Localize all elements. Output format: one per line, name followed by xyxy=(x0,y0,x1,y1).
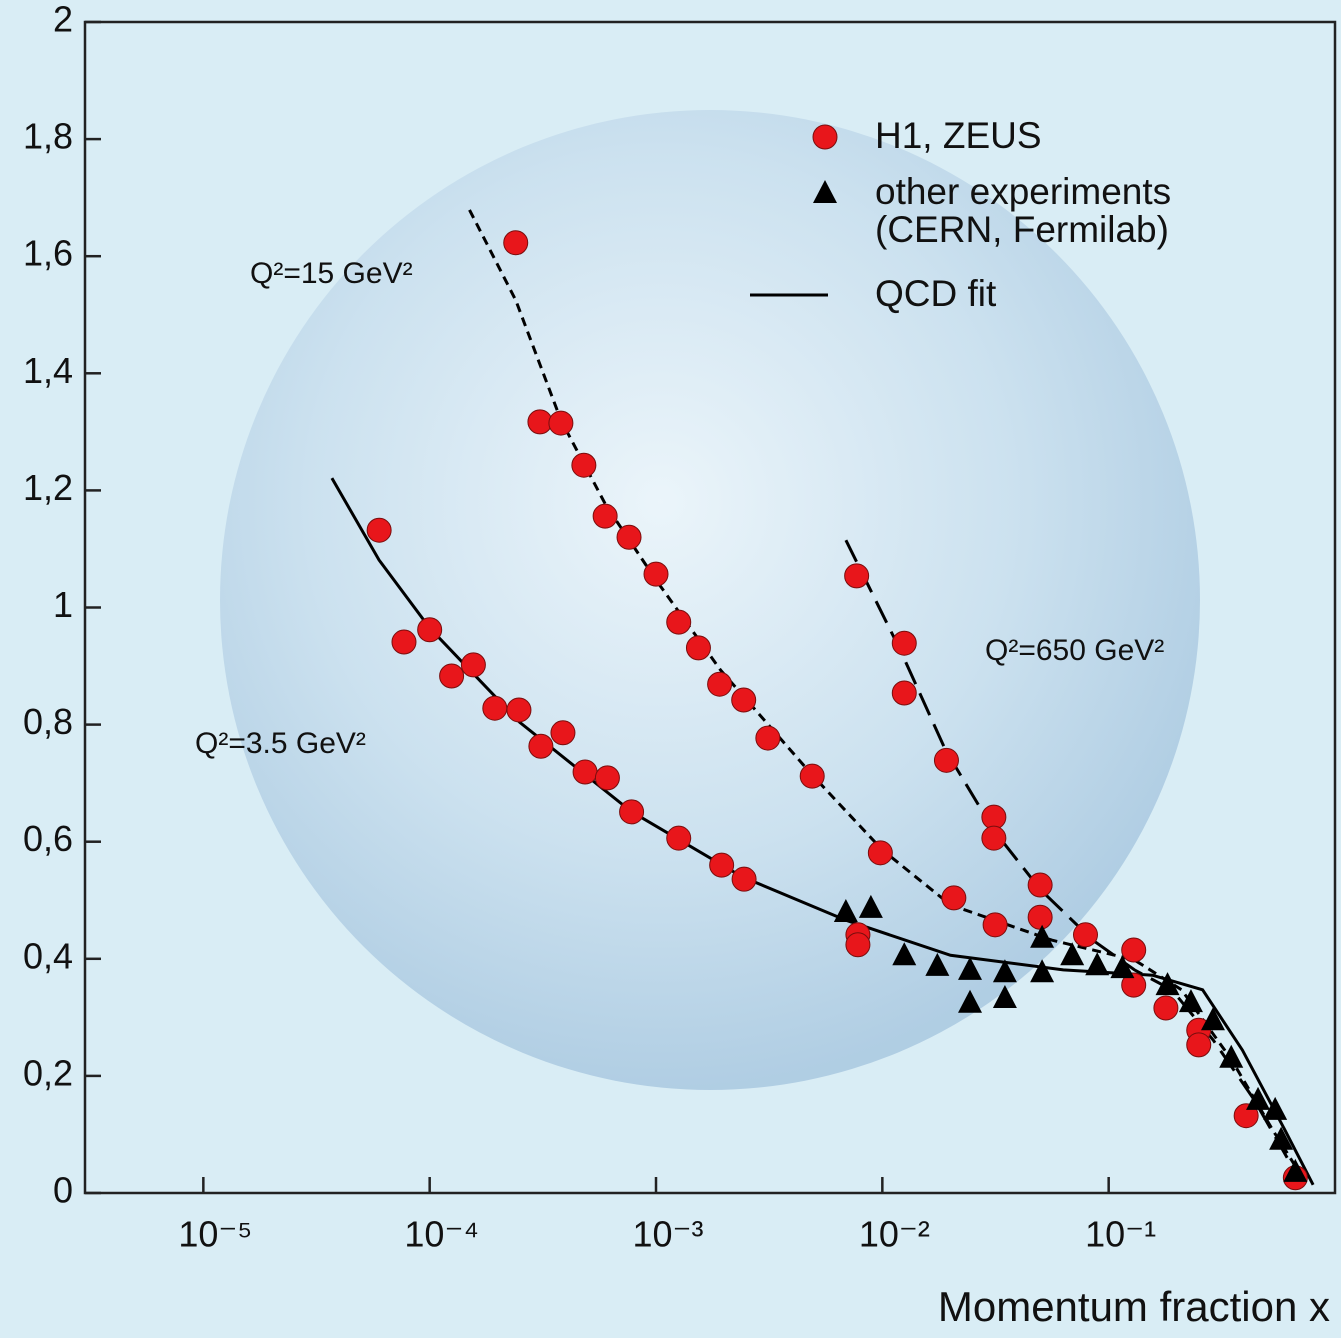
background-blob xyxy=(220,110,1200,1090)
y-tick-label: 1,6 xyxy=(23,233,73,274)
data-point xyxy=(1027,904,1053,930)
data-point xyxy=(731,866,757,892)
data-triangle xyxy=(858,894,883,918)
data-triangle xyxy=(1030,924,1055,948)
data-point xyxy=(548,410,574,436)
curve-annotation: Q²=15 GeV² xyxy=(250,257,413,290)
data-point xyxy=(981,825,1007,851)
data-point xyxy=(1072,922,1098,948)
y-tick-label: 1,4 xyxy=(23,350,73,391)
data-point xyxy=(755,725,781,751)
data-triangle xyxy=(1269,1126,1294,1150)
data-point xyxy=(867,840,893,866)
data-triangle xyxy=(992,959,1017,983)
data-point xyxy=(1027,872,1053,898)
data-point xyxy=(366,517,392,543)
data-point xyxy=(550,720,576,746)
data-triangle xyxy=(958,989,983,1013)
x-tick-label: 10⁻³ xyxy=(632,1214,703,1255)
data-point xyxy=(439,663,465,689)
legend-label: H1, ZEUS xyxy=(875,115,1042,156)
data-point xyxy=(666,609,692,635)
data-triangle xyxy=(925,952,950,976)
x-tick-label: 10⁻¹ xyxy=(1085,1214,1156,1255)
data-triangle xyxy=(1219,1044,1244,1068)
y-tick-label: 0,4 xyxy=(23,935,73,976)
data-triangle xyxy=(1283,1158,1308,1182)
x-tick-label: 10⁻² xyxy=(859,1214,930,1255)
data-point xyxy=(844,563,870,589)
data-point xyxy=(845,932,871,958)
x-axis-title: Momentum fraction x xyxy=(938,1283,1330,1330)
legend-label: other experiments (CERN, Fermilab) xyxy=(875,171,1172,250)
data-point xyxy=(666,825,692,851)
data-point xyxy=(460,652,486,678)
data-point xyxy=(1186,1032,1212,1058)
data-point xyxy=(482,695,508,721)
data-point xyxy=(528,733,554,759)
data-point xyxy=(799,763,825,789)
data-point xyxy=(731,687,757,713)
data-point xyxy=(1121,937,1147,963)
y-tick-label: 1 xyxy=(53,584,73,625)
data-point xyxy=(709,852,735,878)
data-triangle xyxy=(958,956,983,980)
x-tick-label: 10⁻⁴ xyxy=(404,1214,479,1255)
data-point xyxy=(417,617,443,643)
data-triangle xyxy=(1178,989,1203,1013)
data-point xyxy=(391,629,417,655)
data-triangle xyxy=(833,898,858,922)
data-triangle xyxy=(992,985,1017,1009)
y-tick-label: 1,8 xyxy=(23,116,73,157)
data-triangle xyxy=(1060,942,1085,966)
data-point xyxy=(572,759,598,785)
y-tick-label: 1,2 xyxy=(23,467,73,508)
data-point xyxy=(527,409,553,435)
data-point xyxy=(891,630,917,656)
data-point xyxy=(933,747,959,773)
y-tick-label: 0,8 xyxy=(23,701,73,742)
curve-annotation: Q²=650 GeV² xyxy=(985,634,1164,667)
curve-annotation: Q²=3.5 GeV² xyxy=(195,727,366,760)
data-triangle xyxy=(1155,972,1180,996)
data-point xyxy=(1153,995,1179,1021)
data-point xyxy=(707,671,733,697)
y-tick-label: 0,6 xyxy=(23,818,73,859)
data-point xyxy=(1121,972,1147,998)
data-point xyxy=(891,680,917,706)
data-point xyxy=(506,697,532,723)
data-point xyxy=(619,799,645,825)
data-triangle xyxy=(1263,1096,1288,1120)
data-point xyxy=(592,503,618,529)
x-tick-label: 10⁻⁵ xyxy=(178,1214,252,1255)
y-tick-label: 0 xyxy=(53,1170,73,1211)
legend-label: QCD fit xyxy=(875,273,997,314)
data-point xyxy=(571,452,597,478)
data-triangle xyxy=(1085,952,1110,976)
legend-marker xyxy=(812,124,838,150)
y-tick-label: 2 xyxy=(53,0,73,40)
data-triangle xyxy=(892,942,917,966)
data-point xyxy=(616,524,642,550)
data-point xyxy=(982,912,1008,938)
y-tick-label: 0,2 xyxy=(23,1052,73,1093)
data-point xyxy=(594,765,620,791)
data-triangle xyxy=(1246,1086,1271,1110)
legend-marker xyxy=(813,180,837,203)
data-point xyxy=(643,561,669,587)
data-triangle xyxy=(1200,1007,1225,1031)
data-point xyxy=(981,804,1007,830)
data-point xyxy=(503,230,529,256)
data-point xyxy=(941,885,967,911)
fit-curve xyxy=(330,477,1315,1186)
data-triangle xyxy=(1110,955,1135,979)
data-point xyxy=(685,635,711,661)
data-triangle xyxy=(1030,959,1055,983)
